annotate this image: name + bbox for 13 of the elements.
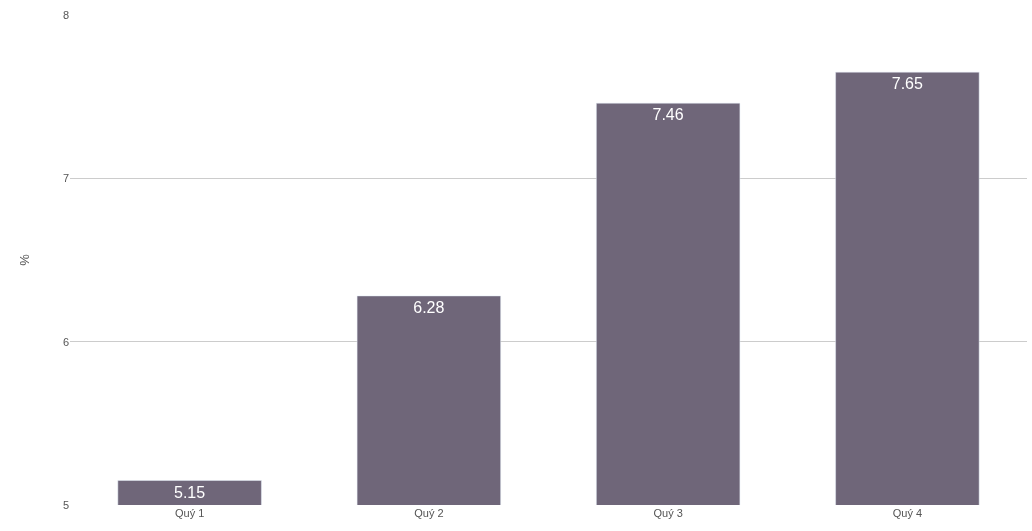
y-tick-label: 5 (62, 498, 69, 511)
data-label: 7.46 (652, 106, 684, 124)
y-tick-label: 6 (62, 335, 69, 348)
data-label: 5.15 (174, 483, 206, 501)
data-label: 7.65 (891, 75, 923, 93)
x-tick-label: Quý 1 (174, 507, 205, 519)
y-tick-label: 8 (62, 8, 69, 21)
data-label: 6.28 (413, 298, 445, 316)
x-tick-label: Quý 2 (414, 507, 444, 519)
y-tick-label: 7 (62, 172, 69, 185)
x-tick-label: Quý 4 (892, 507, 923, 519)
x-tick-label: Quý 3 (653, 507, 683, 519)
y-axis-title: % (16, 253, 32, 266)
